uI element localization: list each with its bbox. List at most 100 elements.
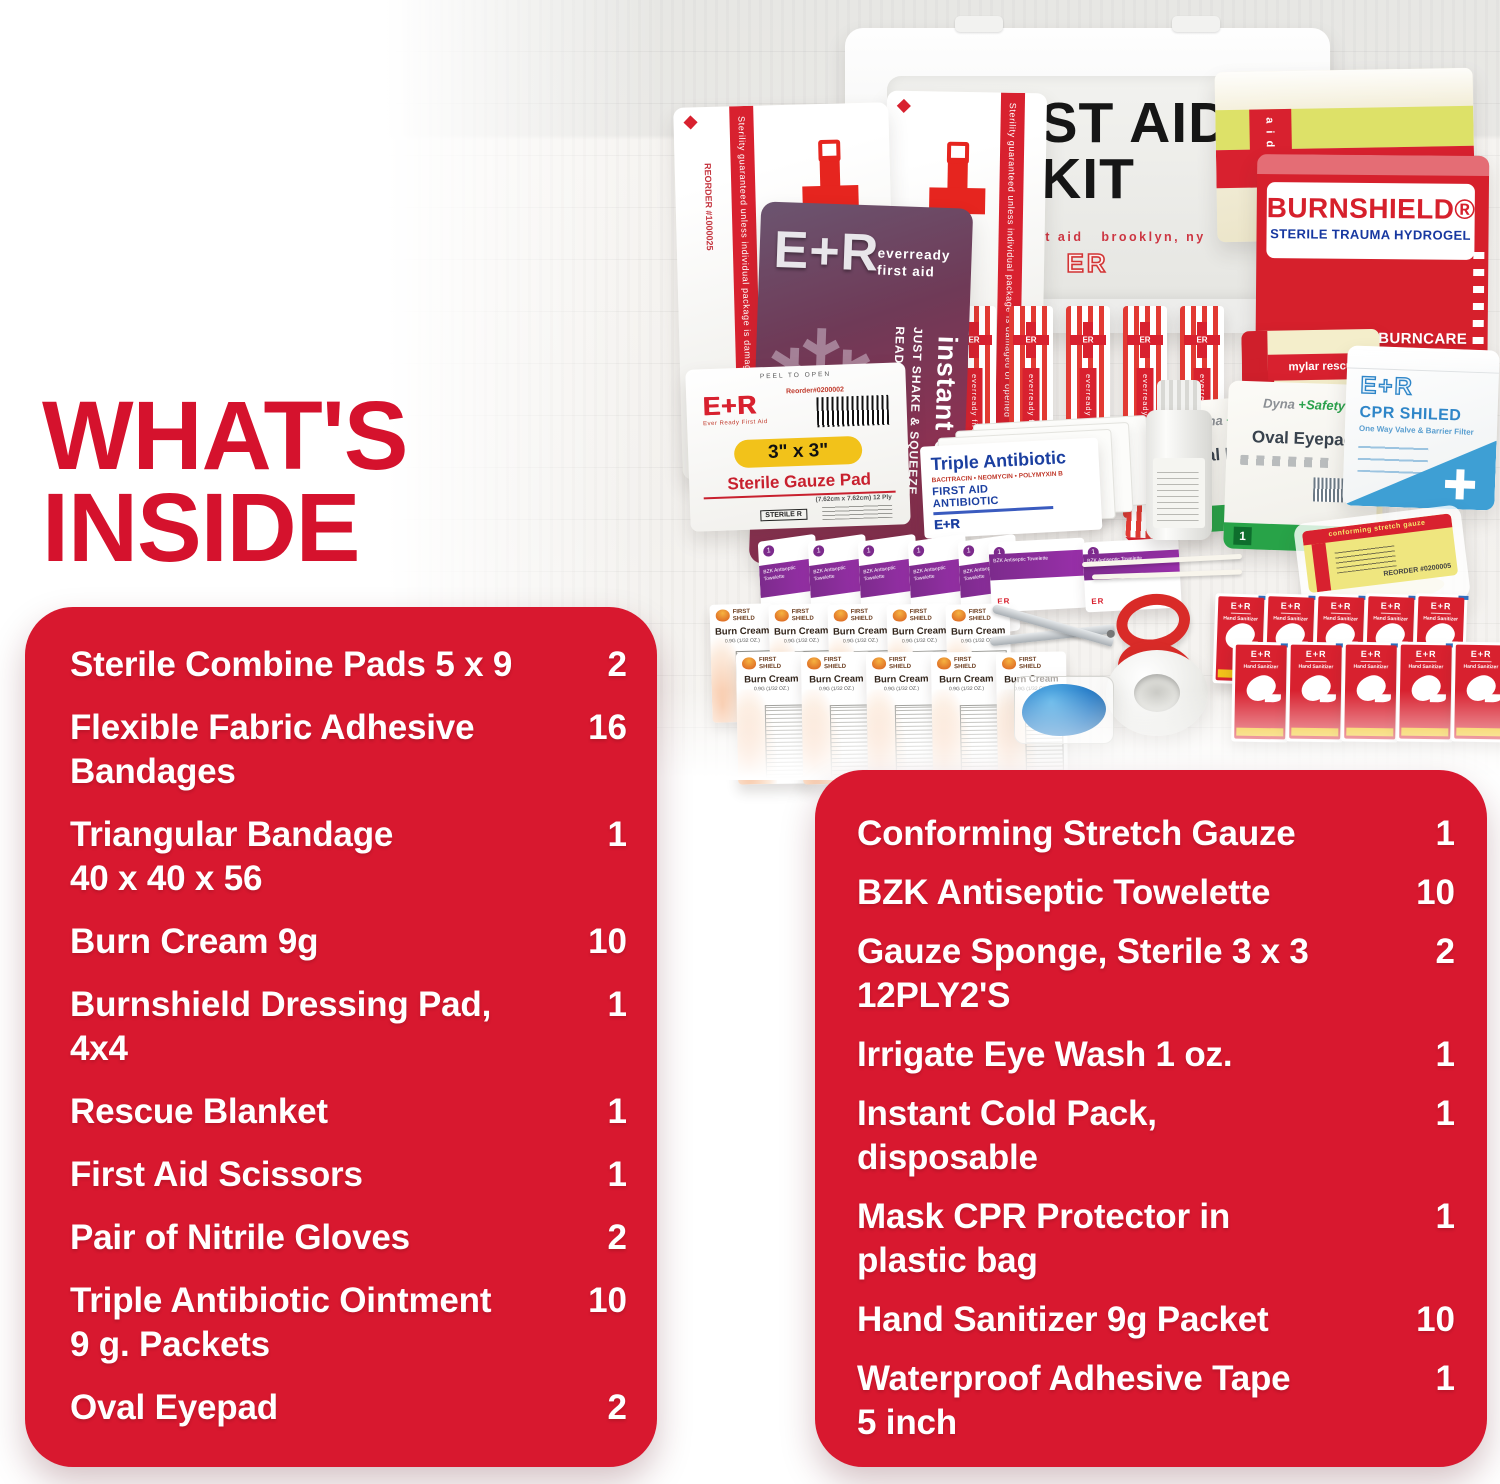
eye-wash-bottle [1146,380,1212,540]
er-logo: ER [1066,247,1109,279]
yellow-strip [1236,727,1284,737]
shield-icon [774,609,789,622]
drug-facts-box [894,704,935,779]
burn-cream-name: Burn Cream [809,673,864,686]
item-qty: 1 [607,1155,627,1194]
er-logo: E+R [933,515,960,533]
adhesive-tape-roll [1106,650,1208,736]
item-label: Sterile Combine Pads 5 x 9 [70,645,513,684]
leaf-icon [1374,693,1391,703]
yellow-strip [1291,727,1339,737]
drug-facts-box [764,704,805,779]
burn-cream-name: Burn Cream [714,625,770,638]
page-title: WHAT'S INSIDE [42,381,408,576]
list-item: Rescue Blanket 1 [70,1090,627,1134]
reorder-number: REORDER #1000025 [702,162,715,251]
shield-icon [951,609,966,622]
sanitizer-name: Hand Sanitizer [1423,615,1459,623]
fine-print [822,503,893,521]
first-shield-brand: FIRST SHIELD [953,656,977,670]
yellow-strip [1456,727,1500,737]
cross-icon [1445,469,1476,500]
list-item: Oval Eyepad 2 [70,1386,627,1430]
dimensions-text: (7.62cm x 7.62cm) 12 Ply [815,493,892,504]
first-shield-brand: FIRST SHIELD [758,656,782,670]
item-label: Triple Antibiotic Ointment 9 g. Packets [70,1281,492,1364]
shield-icon [741,657,757,670]
bandage-side-text: everready first aid [1141,374,1150,453]
er-logo: E+R [1470,648,1492,663]
er-logo: E+R [1330,600,1352,615]
leaf-icon [1319,693,1336,703]
item-qty: 2 [607,1388,627,1427]
hand-sanitizer-packet: E+R Hand Sanitizer [1286,641,1346,743]
er-logo: E+R [772,220,881,283]
first-shield-brand: FIRST SHIELD [732,608,755,622]
burn-cream-name: Burn Cream [891,625,947,638]
item-qty: 1 [607,1092,627,1131]
bottle-body [1146,410,1212,540]
first-shield-brand: FIRST SHIELD [791,608,814,622]
item-qty: 1 [1435,1035,1455,1074]
bzk-name: BZK Antiseptic Towelette [993,555,1049,565]
list-item: Flexible Fabric Adhesive Bandages 16 [70,706,627,794]
cpr-subtitle: One Way Valve & Barrier Filter [1358,423,1474,437]
sanitizer-name: Hand Sanitizer [1323,615,1359,623]
hand-sanitizer-packet: E+R Hand Sanitizer [1231,641,1291,743]
title-line-1: WHAT'S [42,381,408,490]
item-label: Conforming Stretch Gauze [857,814,1296,853]
item-label: Irrigate Eye Wash 1 oz. [857,1035,1233,1074]
tape-core [1134,674,1180,712]
triple-antibiotic-stack: Triple Antibiotic BACITRACIN • NEOMYCIN … [919,414,1185,540]
triple-antibiotic-packet: Triple Antibiotic BACITRACIN • NEOMYCIN … [919,437,1103,539]
er-logo: E+R [1305,648,1327,663]
cross-icon: ER [1013,322,1049,358]
first-shield-brand: FIRST SHIELD [968,608,991,622]
item-label: Triangular Bandage 40 x 40 x 56 [70,815,394,898]
burn-cream-name: Burn Cream [874,673,929,686]
nitrile-gloves-pack [1014,676,1114,744]
list-item: Mask CPR Protector in plastic bag 1 [857,1195,1455,1283]
item-qty: 1 [1435,814,1455,853]
list-item: Burn Cream 9g 10 [70,920,627,964]
sanitizer-name: Hand Sanitizer [1373,615,1409,623]
item-label: Mask CPR Protector in plastic bag [857,1197,1231,1280]
number-icon: 1 [812,544,825,558]
instruction-rows [1357,437,1429,475]
bandage-side-text: everready first aid [1027,374,1036,453]
size-badge: 3" x 3" [733,435,863,469]
sanitizer-name: Hand Sanitizer [1243,663,1279,671]
hand-sanitizer-packet: E+R Hand Sanitizer [1341,641,1401,743]
list-item: Conforming Stretch Gauze 1 [857,812,1455,856]
product-photo: FIRST AID KIT ever ready first aid brook… [0,0,1500,780]
number-icon: 1 [862,544,875,558]
peel-to-open-icon [896,98,911,113]
red-side-band [1311,542,1332,593]
burn-cream-name: Burn Cream [744,673,799,686]
box-hinge [955,16,1003,32]
icon-row [1240,454,1332,469]
burnshield-subtitle: STERILE TRAUMA HYDROGEL [1270,226,1472,243]
cross-icon: ER [1127,322,1163,358]
scissor-pivot [1106,629,1116,639]
cpr-shield-pouch: E+R CPR SHILED One Way Valve & Barrier F… [1342,345,1500,511]
item-label: BZK Antiseptic Towelette [857,873,1271,912]
leaf-icon [1264,693,1281,703]
contents-panel-left: Sterile Combine Pads 5 x 9 2 Flexible Fab… [25,607,657,1467]
item-qty: 2 [607,645,627,684]
bzk-name: BZK Antiseptic Towelette [863,564,896,582]
shield-icon [892,609,907,622]
bzk-name: BZK Antiseptic Towelette [813,564,846,582]
first-shield-brand: FIRST SHIELD [909,608,932,622]
item-label: Flexible Fabric Adhesive Bandages [70,708,475,791]
shield-icon [871,657,887,670]
item-qty: 2 [1435,932,1455,971]
list-item: BZK Antiseptic Towelette 10 [857,871,1455,915]
cross-icon: ER [1070,322,1106,358]
burnshield-brand-band: BURNSHIELD® STERILE TRAUMA HYDROGEL [1266,182,1475,260]
shield-icon [715,609,730,622]
er-logo: E+R [701,389,758,422]
